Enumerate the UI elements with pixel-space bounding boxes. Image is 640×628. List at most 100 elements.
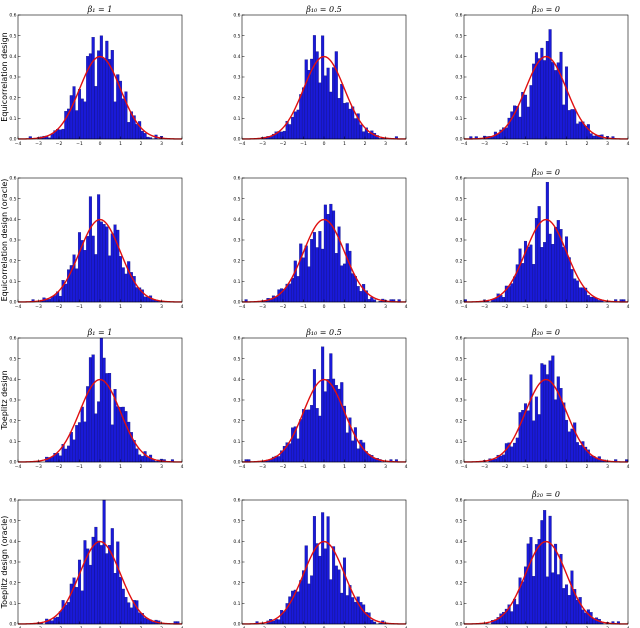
x-tick-label: −3	[481, 464, 488, 470]
histogram-bar	[504, 127, 508, 140]
histogram-bar	[83, 540, 87, 625]
histogram-bar	[121, 267, 125, 303]
histogram-bar	[58, 129, 62, 140]
histogram-bar	[348, 585, 352, 625]
x-tick-label: 3	[606, 464, 609, 470]
histogram-bar	[543, 60, 547, 140]
x-tick-label: 3	[384, 141, 387, 147]
histogram-bar	[345, 595, 349, 625]
x-tick-label: −1	[300, 464, 307, 470]
y-tick-label: 0.4	[233, 539, 240, 545]
histogram-bar	[105, 40, 109, 140]
histogram-bar	[299, 419, 303, 463]
histogram-bar	[88, 357, 92, 463]
histogram-bar	[367, 133, 371, 140]
histogram-bar	[124, 273, 128, 303]
histogram-bar	[334, 253, 338, 303]
histogram-bar	[116, 541, 120, 625]
row-label: Toeplitz design (oracle)	[0, 516, 9, 610]
histogram-bar	[326, 516, 330, 625]
histogram-bar	[329, 91, 333, 140]
histogram-bar	[554, 70, 558, 140]
histogram-bar	[353, 118, 357, 140]
histogram-bar	[532, 264, 536, 303]
y-tick-label: 0.2	[455, 418, 462, 424]
x-tick-label: 2	[586, 626, 589, 628]
histogram-bar	[94, 413, 98, 463]
histogram-bar	[543, 510, 547, 625]
histogram-bar	[510, 611, 514, 625]
histogram-bar	[271, 620, 275, 625]
histogram-bar	[562, 104, 566, 140]
histogram-bar	[97, 540, 101, 625]
x-tick-label: 4	[405, 304, 408, 310]
histogram-bar	[586, 295, 590, 303]
x-tick-label: −4	[461, 304, 468, 310]
y-tick-label: 0.0	[9, 137, 16, 143]
histogram-bar	[548, 233, 552, 303]
row-label: Equicorrelation design	[0, 32, 9, 121]
x-tick-label: 0	[99, 141, 102, 147]
y-tick-label: 0.1	[455, 116, 462, 122]
histogram-bar	[77, 422, 82, 463]
histogram-bar	[578, 287, 582, 303]
histogram-bar	[53, 617, 57, 625]
x-tick-label: 2	[586, 464, 589, 470]
histogram-bar	[556, 376, 560, 463]
x-tick-label: 3	[384, 626, 387, 628]
histogram-bar	[296, 591, 300, 625]
histogram-bar	[318, 415, 322, 463]
histogram-bar	[351, 597, 355, 625]
histogram-bar	[80, 590, 84, 625]
y-tick-label: 0.4	[455, 377, 462, 383]
x-tick-label: 3	[606, 304, 609, 310]
histogram-bar	[135, 600, 139, 625]
histogram-bar	[548, 29, 552, 140]
y-tick-label: 0.2	[9, 258, 16, 264]
histogram-bar	[526, 246, 530, 303]
histogram-bar	[274, 619, 278, 625]
x-tick-label: 3	[160, 626, 163, 628]
x-tick-label: −2	[56, 141, 63, 147]
histogram-bar	[56, 453, 60, 463]
x-tick-label: 1	[119, 304, 122, 310]
histogram-bar	[567, 110, 571, 140]
y-tick-label: 0.1	[9, 116, 16, 122]
histogram-bar	[86, 236, 90, 303]
x-tick-label: −4	[461, 626, 468, 628]
histogram-bar	[573, 109, 577, 140]
x-tick-label: −1	[522, 464, 529, 470]
histogram-bar	[67, 445, 71, 463]
histogram-bar	[135, 124, 139, 140]
histogram-bar	[362, 604, 366, 625]
y-tick-label: 0.3	[9, 75, 16, 81]
histogram-bar	[318, 82, 322, 140]
histogram-bar	[64, 604, 68, 625]
histogram-bar	[293, 260, 297, 303]
histogram-bar	[564, 419, 569, 463]
histogram-bar	[537, 58, 541, 140]
x-tick-label: −3	[259, 626, 266, 628]
panel-r4-c3: −4 −3 −2 −1 0 1 2 3 4 0.0 0.1 0.2 0.3 0.4 0.5 0.6 β₂₀ = …	[455, 490, 629, 628]
panel-title: β₁ = 1	[87, 5, 113, 14]
x-tick-label: 2	[140, 626, 143, 628]
histogram-bar	[64, 283, 68, 303]
panel-r2-c3: −4 −3 −2 −1 0 1 2 3 4 0.0 0.1 0.2 0.3 0.4 0.5 0.6 β₂₀ = …	[455, 168, 629, 310]
histogram-bar	[321, 248, 325, 303]
x-tick-label: −2	[280, 304, 287, 310]
normal-density-curve	[18, 55, 182, 140]
histogram-bar	[80, 406, 84, 463]
y-tick-label: 0.6	[455, 336, 462, 342]
x-tick-label: −2	[502, 626, 509, 628]
y-tick-label: 0.4	[233, 377, 240, 383]
normal-density-curve	[464, 540, 628, 625]
histogram-bar	[353, 601, 357, 625]
histogram-bar	[337, 98, 341, 140]
row-label: Toeplitz design	[0, 370, 9, 430]
histogram-bar	[83, 101, 87, 140]
histogram-bar	[288, 443, 292, 463]
x-tick-label: 0	[323, 141, 326, 147]
histogram-bar	[370, 619, 374, 625]
histogram-bar	[521, 263, 525, 303]
histogram-bar	[345, 432, 349, 463]
